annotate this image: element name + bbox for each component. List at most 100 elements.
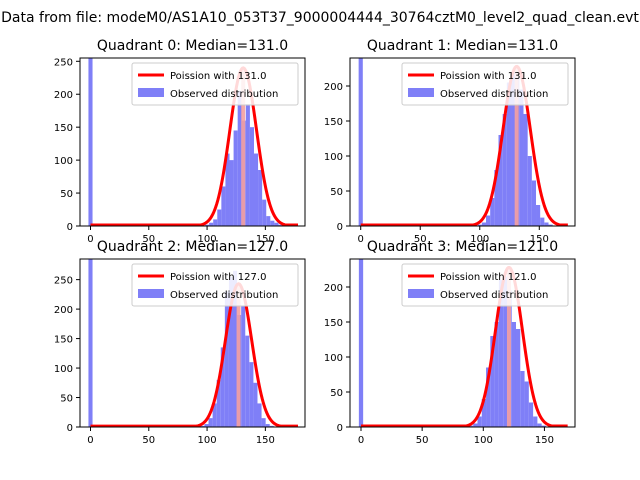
quadrant-panel-0: 0 50 100 150 0 50 100 150 200 250 Quadrant 0: Medi… [54,38,306,245]
legend-poisson-label: Poission with 121.0 [440,272,536,283]
panel-title: Quadrant 1: Median=131.0 [367,38,558,54]
histogram-bar [477,224,482,226]
histogram-bar [245,335,250,427]
legend-observed-label: Observed distribution [440,290,548,301]
x-tick-label: 50 [414,234,427,245]
y-tick-label: 200 [54,90,73,101]
poisson-curve [360,64,568,226]
legend-observed-label: Observed distribution [440,89,548,100]
histogram-bar [490,336,495,427]
x-tick-label: 100 [470,234,489,245]
x-tick-label: 0 [358,435,364,446]
histogram-bar-zero [358,259,364,427]
histogram-bar [249,127,254,226]
legend-observed-swatch [138,88,164,97]
histogram-bar [200,425,205,427]
y-tick-label: 200 [54,305,73,316]
histogram-bar [490,198,495,226]
histogram-bar [204,424,209,427]
histogram-bar [212,403,217,427]
x-tick-label: 150 [535,435,554,446]
histogram-bar [511,322,516,427]
histogram-bar [224,291,229,427]
x-tick-label: 100 [198,234,217,245]
histogram-bar [494,170,499,226]
histogram-bar [213,219,218,226]
histogram-bar [544,222,549,226]
legend-poisson-label: Poission with 127.0 [170,272,266,283]
legend-observed-swatch [408,289,434,298]
histogram-bar [540,217,545,226]
quadrant-panel-3: 0 50 100 150 0 50 100 150 200 Quadrant 3: Median=… [324,239,576,446]
poisson-curve [90,282,299,427]
histogram-bar [233,130,238,226]
histogram-bar [253,153,259,226]
histogram-bar [257,403,262,427]
legend-observed-swatch [138,289,164,298]
histogram-bar [531,180,537,226]
histogram-bar [473,423,478,427]
y-tick-label: 150 [324,318,343,329]
y-tick-label: 100 [324,152,343,163]
histogram-bar [528,402,534,427]
histogram-bar [265,424,270,427]
histogram-bar [533,416,538,427]
histogram-bar [468,425,474,427]
plot-area [88,58,299,226]
panel-title: Quadrant 2: Median=127.0 [97,239,288,255]
legend-box [131,62,299,106]
x-tick-label: 100 [474,435,493,446]
histogram-bar [502,114,507,226]
y-tick-label: 50 [60,394,73,405]
histogram-bar [278,224,283,226]
histogram-bar [537,423,542,427]
histogram-bar [205,224,210,226]
y-tick-label: 250 [54,276,73,287]
histogram-bar [233,270,238,427]
y-tick-label: 0 [67,222,73,233]
histogram-bar [261,418,266,427]
x-tick-label: 150 [256,234,275,245]
histogram-bar [209,222,214,226]
histogram-bar [515,329,521,427]
legend-box [401,263,569,307]
axes-frame [79,57,306,227]
y-tick-label: 200 [324,82,343,93]
histogram-bar-zero [88,259,93,427]
plot-area [358,58,568,226]
poisson-curve [361,265,568,427]
legend-observed-label: Observed distribution [170,290,278,301]
y-tick-label: 200 [324,283,343,294]
legend-observed-label: Observed distribution [170,89,278,100]
histogram-bar [274,222,279,226]
histogram-bar [511,72,516,226]
histogram-bar [506,82,512,226]
x-tick-label: 0 [358,234,364,245]
axes-frame [349,258,576,428]
histogram-bar [262,199,267,226]
y-tick-label: 100 [54,156,73,167]
x-tick-label: 50 [142,435,155,446]
legend-observed-swatch [408,88,434,97]
y-tick-label: 100 [324,353,343,364]
histogram-bar [486,215,491,226]
histogram-bar [520,371,525,427]
legend-poisson-label: Poission with 131.0 [440,71,536,82]
legend-box [401,62,569,106]
histogram-bar [229,160,234,226]
histogram-bar [217,209,222,226]
histogram-bar [208,418,213,427]
histogram-bar [220,347,225,427]
y-tick-label: 150 [54,123,73,134]
x-tick-label: 0 [87,234,93,245]
y-tick-label: 50 [330,388,343,399]
histogram-bar [536,205,541,226]
histogram-bar [524,381,529,427]
histogram-bar [225,153,230,226]
x-tick-label: 50 [416,435,429,446]
histogram-bar [258,170,263,226]
y-tick-label: 0 [337,423,343,434]
histogram-bar [221,186,226,226]
histogram-bar [527,156,532,226]
